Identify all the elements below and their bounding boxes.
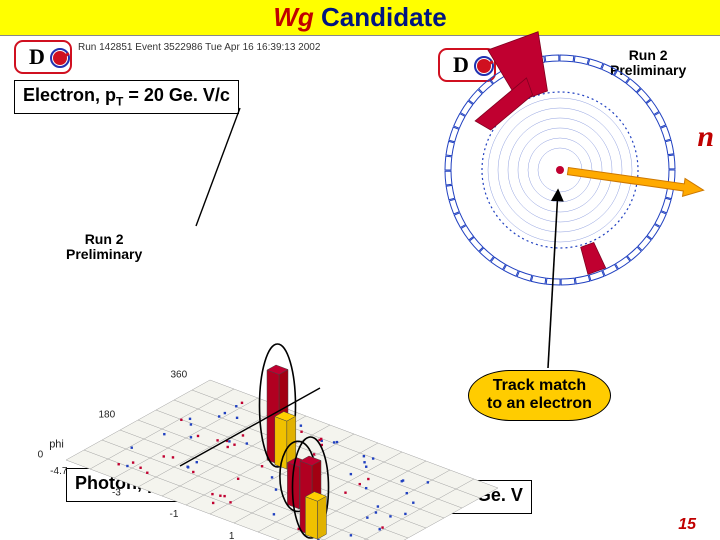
- slide-title: Wg Candidate: [273, 2, 446, 33]
- track-match-callout: Track matchto an electron: [468, 370, 611, 421]
- svg-text:0: 0: [38, 450, 44, 461]
- met-label: MET = 24. 8 Ge. V: [368, 480, 532, 514]
- run-event-meta: Run 142851 Event 3522986 Tue Apr 16 16:3…: [78, 42, 320, 53]
- d0-logo: D: [438, 48, 496, 82]
- neutrino-symbol: n: [697, 120, 714, 154]
- svg-text:180: 180: [99, 410, 116, 421]
- title-prefix: W: [273, 2, 298, 32]
- svg-text:360: 360: [171, 370, 188, 381]
- run2-preliminary-label: Run 2Preliminary: [66, 232, 142, 263]
- svg-text:-1: -1: [170, 509, 179, 520]
- page-number: 15: [678, 516, 696, 534]
- title-rest: Candidate: [314, 2, 447, 32]
- title-bar: Wg Candidate: [0, 0, 720, 36]
- title-symbol: g: [298, 2, 314, 32]
- run2-preliminary-label: Run 2Preliminary: [610, 48, 686, 79]
- d0-logo: D: [14, 40, 72, 74]
- svg-text:phi: phi: [49, 439, 64, 451]
- electron-label: Electron, pT = 20 Ge. V/c: [14, 80, 239, 114]
- svg-text:1: 1: [229, 531, 235, 540]
- photon-label: Photon, pT = 58 Ge. V/c: [66, 468, 281, 502]
